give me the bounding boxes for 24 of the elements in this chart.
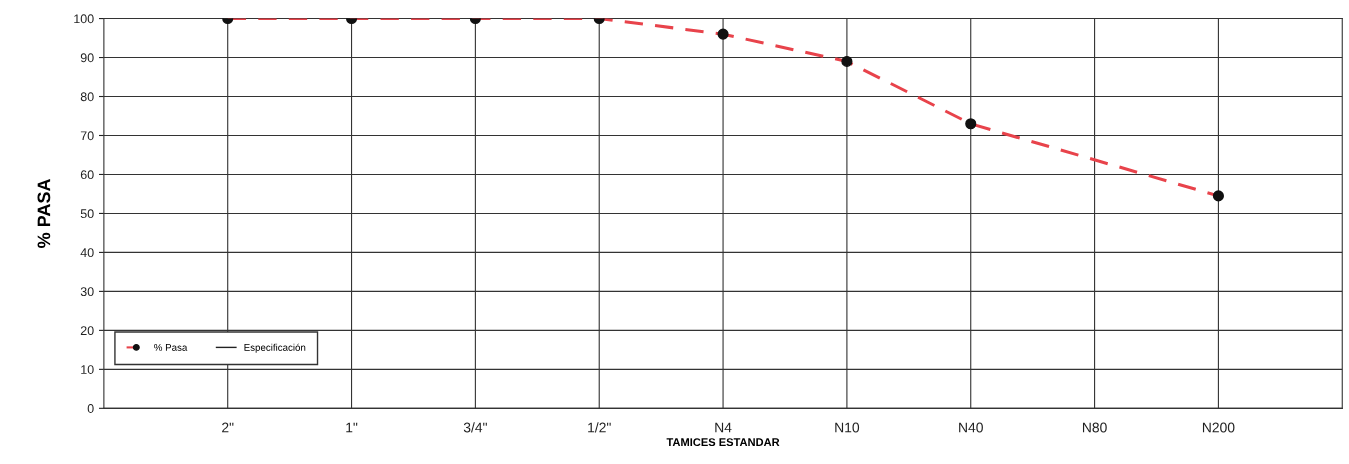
y-tick-label: 90 [80, 53, 94, 63]
y-tick-label: 70 [80, 131, 94, 141]
y-tick-label: 60 [80, 170, 94, 180]
x-tick-label: N40 [959, 422, 983, 433]
y-tick-label: 0 [87, 404, 94, 413]
legend-label: Especificación [244, 343, 306, 353]
y-tick-label: 100 [74, 14, 94, 24]
x-tick-label: N4 [715, 422, 732, 433]
y-tick-label: 40 [80, 248, 94, 258]
x-tick-label: 3/4" [463, 422, 487, 433]
y-tick-label: 30 [80, 287, 94, 297]
x-tick-label: 1" [346, 422, 358, 433]
x-tick-label: N80 [1082, 422, 1107, 433]
x-tick-label: N10 [835, 422, 860, 433]
y-tick-label: 80 [80, 92, 94, 102]
x-tick-label: 2" [222, 422, 234, 433]
y-tick-label: 10 [81, 365, 94, 374]
x-tick-label: 1/2" [588, 422, 611, 433]
y-axis-title: % PASA [37, 178, 51, 248]
x-axis-title: TAMICES ESTANDAR [666, 438, 780, 447]
x-tick-label: N200 [1202, 422, 1235, 433]
y-tick-label: 50 [80, 209, 94, 219]
y-tick-label: 20 [80, 326, 94, 336]
legend-label: % Pasa [154, 344, 188, 351]
